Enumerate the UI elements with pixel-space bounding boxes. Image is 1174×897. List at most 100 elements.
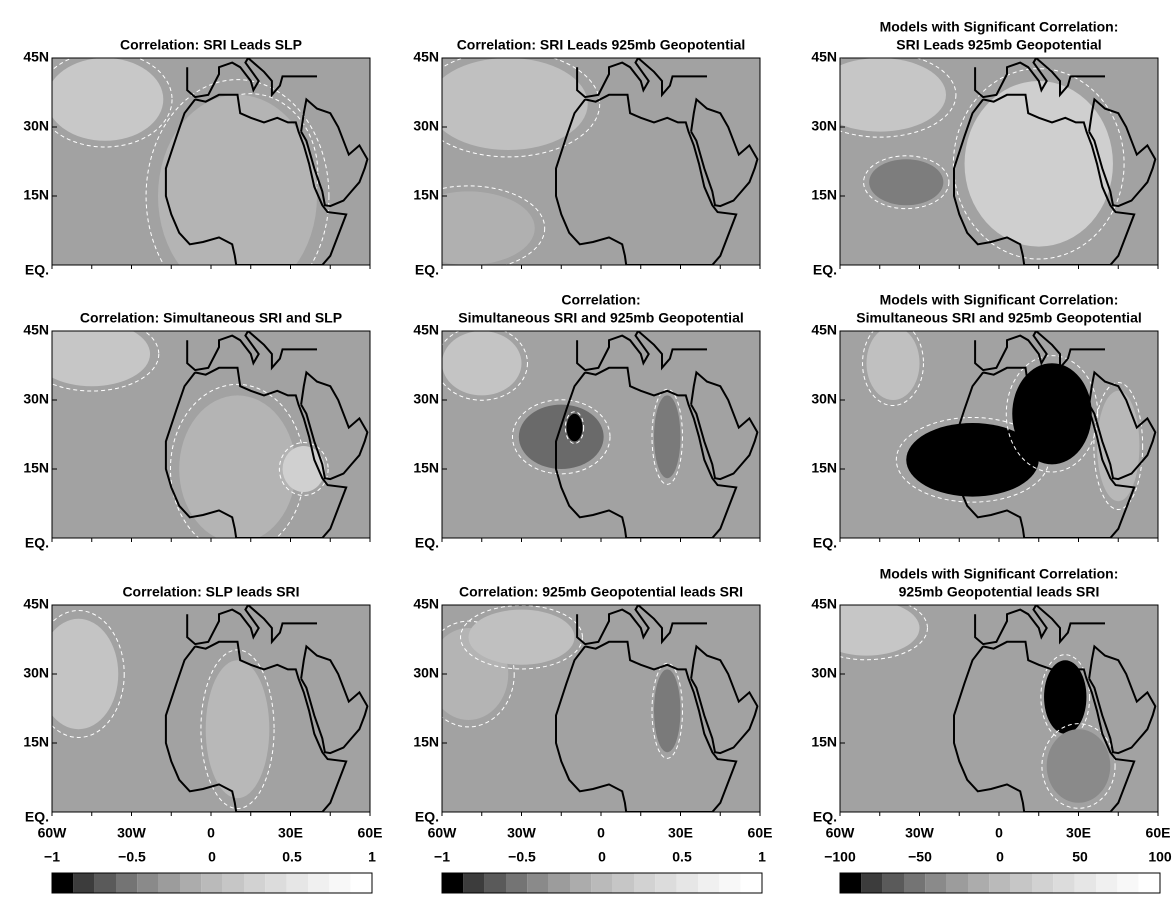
colorbar-cell [612, 873, 634, 893]
colorbar-cell [591, 873, 613, 893]
coastline [576, 58, 707, 99]
lat-label: 45N [811, 596, 837, 612]
panel-title: Correlation: SLP leads SRI [122, 584, 299, 600]
shaded-region [1046, 729, 1111, 803]
shaded-region [442, 58, 588, 150]
colorbar-cell [840, 873, 862, 893]
colorbar-cell [137, 873, 159, 893]
colorbar-cell [463, 873, 485, 893]
colorbar-cell [1053, 873, 1075, 893]
colorbar-cell [1074, 873, 1096, 893]
contour-line [1041, 723, 1116, 809]
lat-label: 45N [811, 49, 837, 65]
lat-label: 30N [811, 118, 837, 134]
coastline [953, 93, 1136, 265]
lat-label: EQ. [25, 809, 49, 825]
colorbar-cell [222, 873, 244, 893]
shaded-region [468, 609, 575, 665]
contour-line [442, 620, 515, 728]
coastline [974, 331, 1105, 372]
lat-label: 30N [413, 665, 439, 681]
colorbar-label: 0.5 [672, 849, 692, 865]
panel-title: Correlation: 925mb Geopotential leads SR… [459, 584, 743, 600]
shaded-region [869, 159, 944, 206]
map-panel [442, 58, 760, 265]
panel-title: Correlation: SRI Leads SLP [120, 37, 302, 53]
coastline [690, 97, 759, 208]
contour-line [278, 442, 329, 496]
colorbar-cell [286, 873, 308, 893]
coastline [186, 605, 317, 646]
shaded-region [654, 669, 681, 753]
colorbar-label: −100 [824, 849, 856, 865]
lon-label: 30E [278, 825, 303, 841]
colorbar-cell [329, 873, 351, 893]
contour-line [840, 605, 928, 661]
lat-label: 45N [811, 322, 837, 338]
colorbar-label: 1 [758, 849, 766, 865]
contour-line [1093, 382, 1144, 510]
lon-label: 30W [117, 825, 147, 841]
shaded-region [866, 331, 920, 400]
lat-label: 45N [413, 49, 439, 65]
shaded-region [654, 395, 681, 479]
lat-label: EQ. [415, 262, 439, 278]
colorbar-cell [484, 873, 506, 893]
contour-line [460, 605, 583, 670]
lat-label: EQ. [813, 809, 837, 825]
lon-label: 30W [905, 825, 935, 841]
shaded-region [158, 94, 317, 265]
colorbar-label: 1 [368, 849, 376, 865]
shaded-region [205, 660, 270, 799]
lat-label: 30N [23, 391, 49, 407]
coastline [164, 93, 348, 265]
contour-line [511, 399, 611, 475]
colorbar-cell [925, 873, 947, 893]
coastline [974, 58, 1105, 99]
colorbar-cell [308, 873, 330, 893]
panel-title: Models with Significant Correlation: [880, 566, 1119, 582]
lon-label: 0 [995, 825, 1003, 841]
lat-label: 30N [811, 391, 837, 407]
lat-label: EQ. [813, 535, 837, 551]
colorbar-cell [655, 873, 677, 893]
colorbar-cell [698, 873, 720, 893]
map-panel [442, 605, 760, 812]
colorbar-cell [265, 873, 287, 893]
coastline [186, 331, 317, 372]
contour-line [564, 411, 585, 444]
colorbar-cell [676, 873, 698, 893]
lat-label: 45N [23, 596, 49, 612]
shaded-region [52, 618, 119, 730]
lat-label: EQ. [813, 262, 837, 278]
lat-label: EQ. [25, 262, 49, 278]
colorbar-cell [882, 873, 904, 893]
map-panel [52, 58, 370, 265]
contour-line [862, 331, 924, 407]
colorbar-cell [1117, 873, 1139, 893]
contour-line [840, 58, 957, 138]
map-panel [442, 331, 760, 538]
lat-label: 15N [23, 460, 49, 476]
coastline [300, 97, 369, 208]
colorbar-cell [548, 873, 570, 893]
shaded-region [840, 605, 920, 656]
coastline [1088, 97, 1157, 208]
colorbar-cell [52, 873, 74, 893]
shaded-region [840, 58, 946, 132]
lat-label: 30N [413, 391, 439, 407]
contour-line [863, 155, 950, 210]
colorbar-cell [158, 873, 180, 893]
lat-label: 30N [811, 665, 837, 681]
lat-label: 30N [23, 665, 49, 681]
colorbar-cell [116, 873, 138, 893]
lon-label: 60E [1146, 825, 1171, 841]
contour-line [442, 331, 528, 401]
colorbar-label: −0.5 [118, 849, 146, 865]
shaded-region [179, 395, 296, 538]
contour-line [52, 610, 125, 738]
lon-label: 60E [358, 825, 383, 841]
coastline [555, 93, 738, 265]
panel-title: SRI Leads 925mb Geopotential [896, 37, 1101, 53]
panel-title: Simultaneous SRI and 925mb Geopotential [856, 310, 1142, 326]
